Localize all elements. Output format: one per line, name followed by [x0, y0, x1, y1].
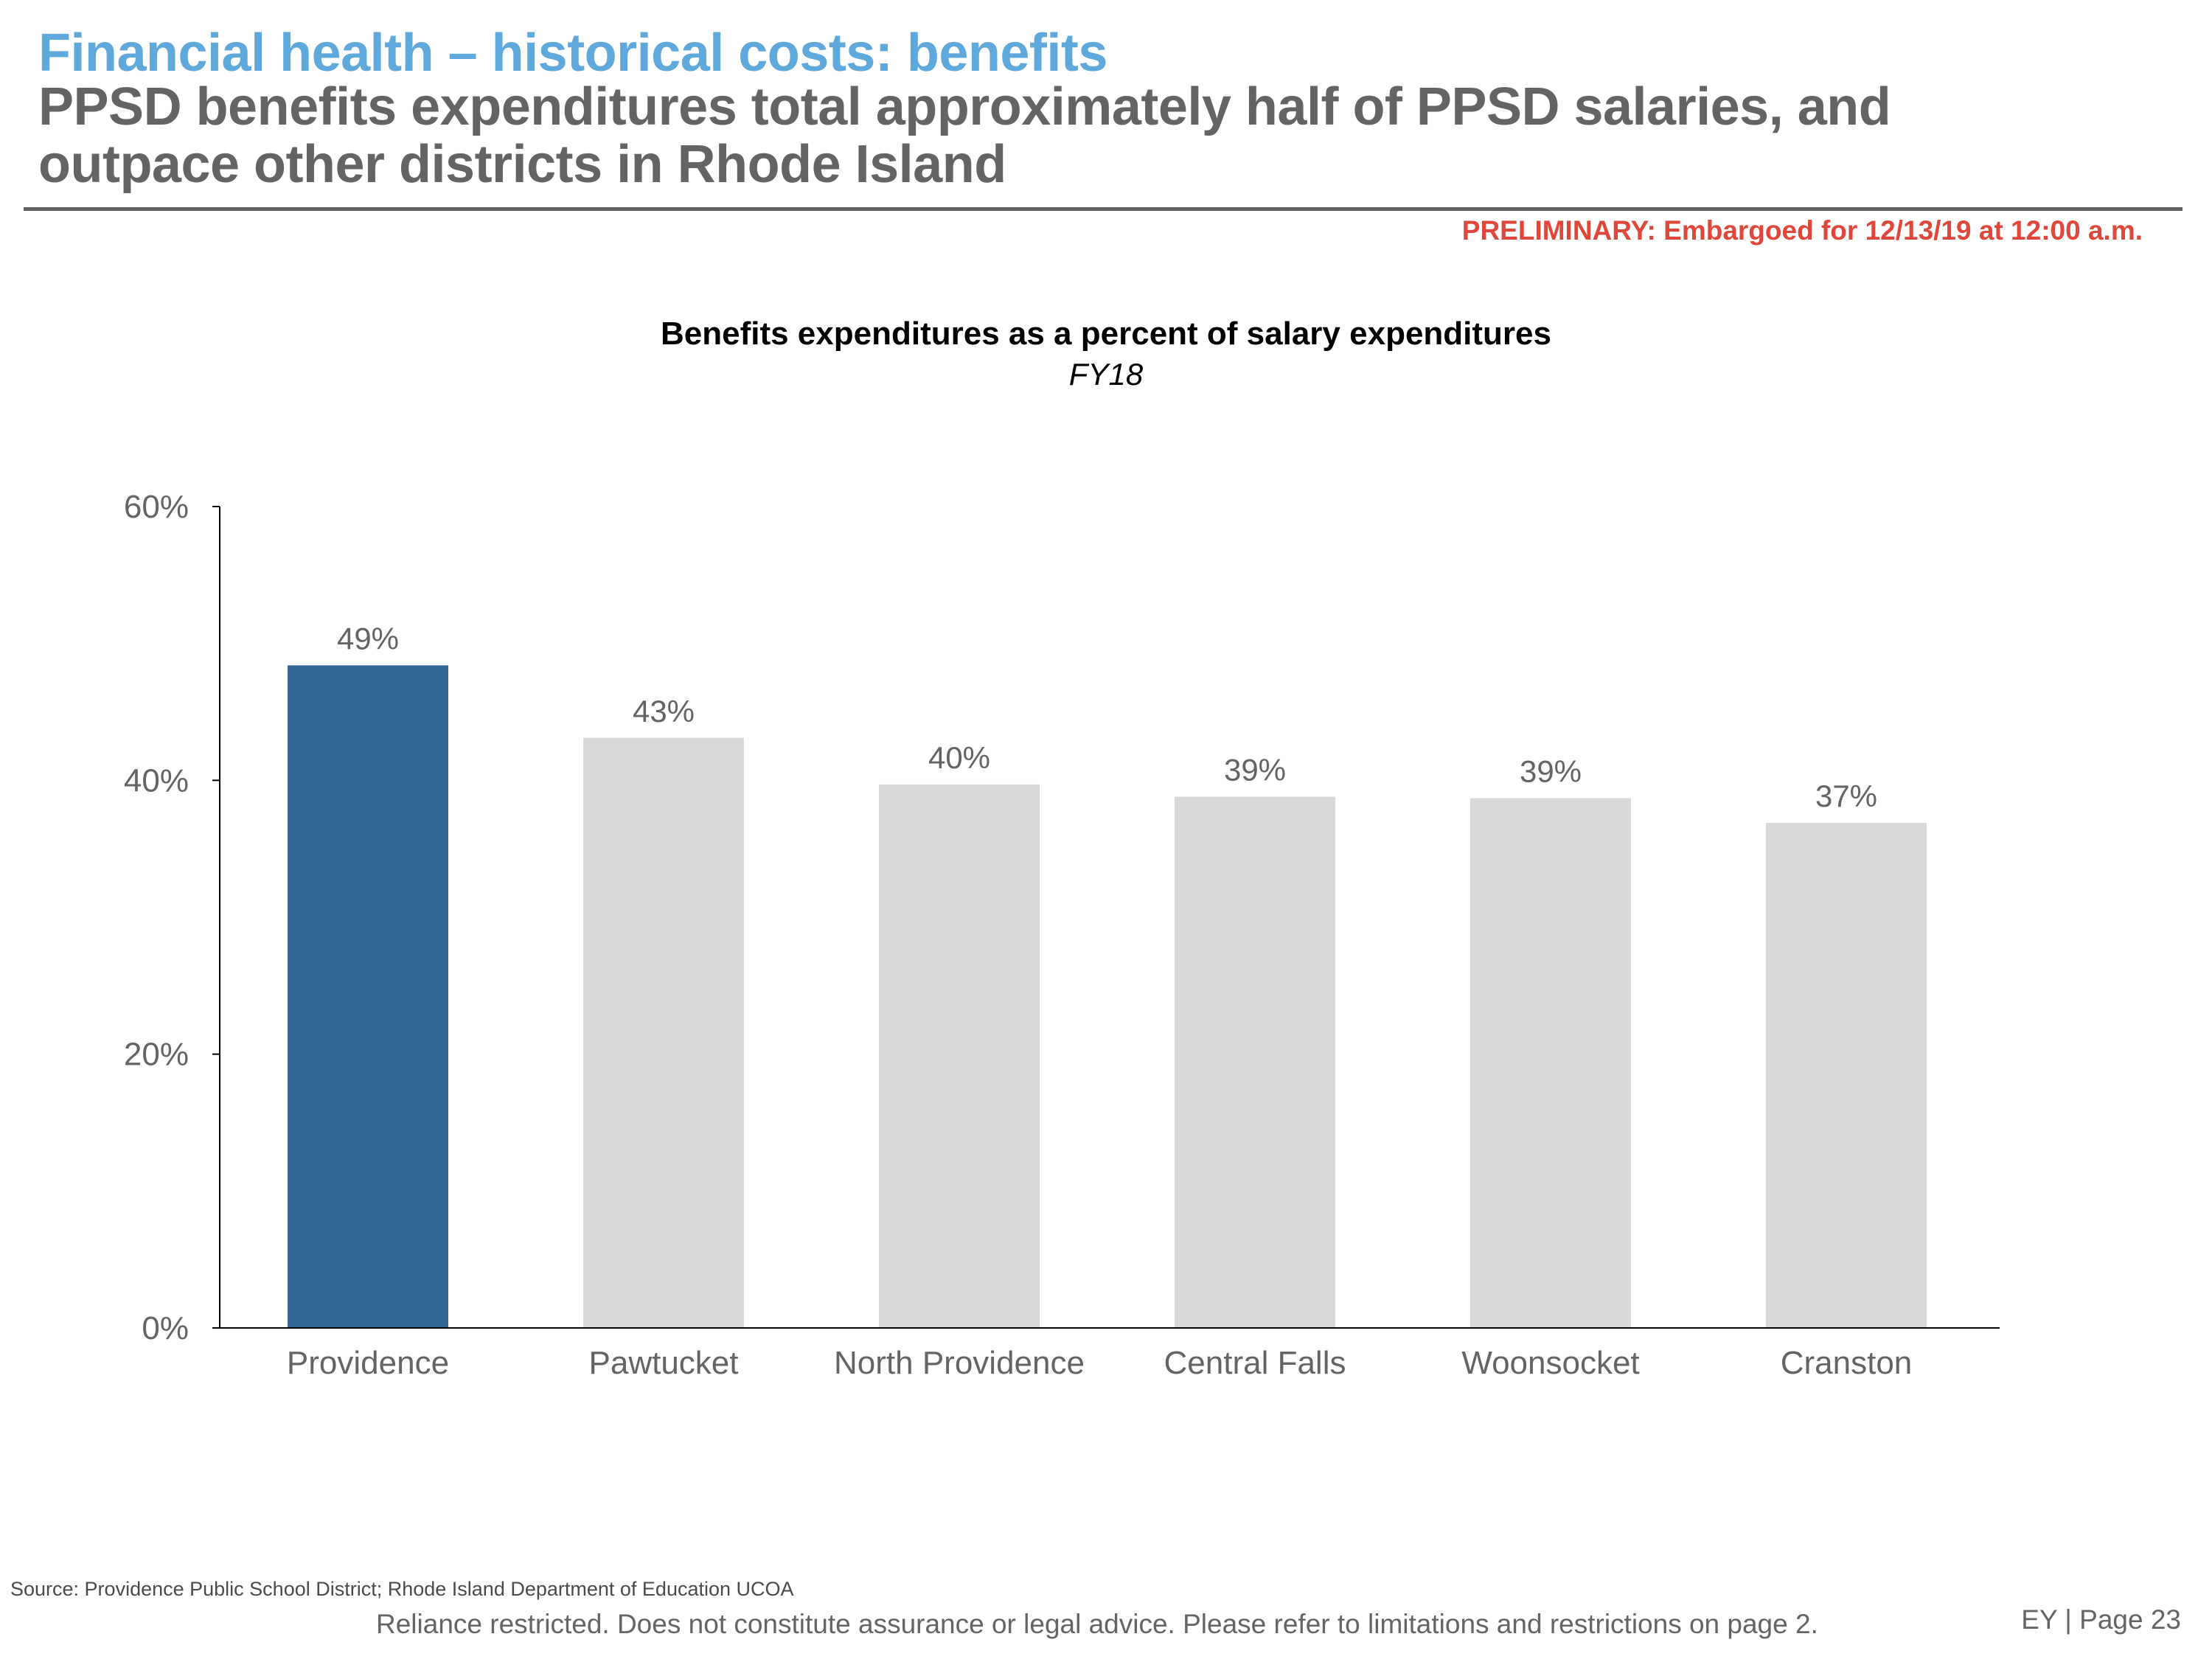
bar-north-providence: [879, 784, 1040, 1327]
data-label: 37%: [1815, 779, 1877, 813]
y-tick-label: 20%: [124, 1037, 189, 1073]
data-label: 43%: [633, 694, 695, 728]
y-axis: 0% 20% 40% 60%: [124, 489, 220, 1346]
data-label: 39%: [1224, 753, 1286, 787]
title-divider: [24, 207, 2183, 211]
data-label: 49%: [337, 621, 399, 655]
chart-subtitle: FY18: [1068, 357, 1144, 392]
x-category-label: Woonsocket: [1461, 1345, 1639, 1381]
slide-title: Financial health – historical costs: ben…: [38, 24, 1107, 83]
bar-cranston: [1766, 822, 1927, 1327]
x-category-label: Cranston: [1781, 1345, 1913, 1381]
bar-woonsocket: [1470, 798, 1631, 1327]
x-category-label: Pawtucket: [589, 1345, 739, 1381]
page-number: EY | Page 23: [2021, 1604, 2181, 1635]
data-label: 39%: [1520, 754, 1582, 788]
y-tick-label: 0%: [142, 1310, 189, 1346]
data-label: 40%: [928, 740, 990, 775]
x-category-label: Central Falls: [1164, 1345, 1346, 1381]
bars: 49% 43% 40% 39% 39% 37%: [288, 621, 1927, 1327]
chart-title: Benefits expenditures as a percent of sa…: [660, 316, 1551, 352]
x-axis: Providence Pawtucket North Providence Centr…: [220, 1327, 2000, 1381]
y-tick-label: 60%: [124, 489, 189, 525]
bar-central-falls: [1175, 796, 1335, 1327]
x-category-label: North Providence: [834, 1345, 1085, 1381]
disclaimer: Reliance restricted. Does not constitute…: [376, 1609, 1818, 1639]
source-note: Source: Providence Public School Distric…: [10, 1578, 794, 1600]
bar-providence: [288, 665, 448, 1327]
slide-headline: PPSD benefits expenditures total approxi…: [38, 77, 1891, 194]
preliminary-notice: PRELIMINARY: Embargoed for 12/13/19 at 1…: [1461, 215, 2143, 246]
x-category-label: Providence: [287, 1345, 449, 1381]
bar-pawtucket: [583, 737, 744, 1327]
y-tick-label: 40%: [124, 762, 189, 799]
